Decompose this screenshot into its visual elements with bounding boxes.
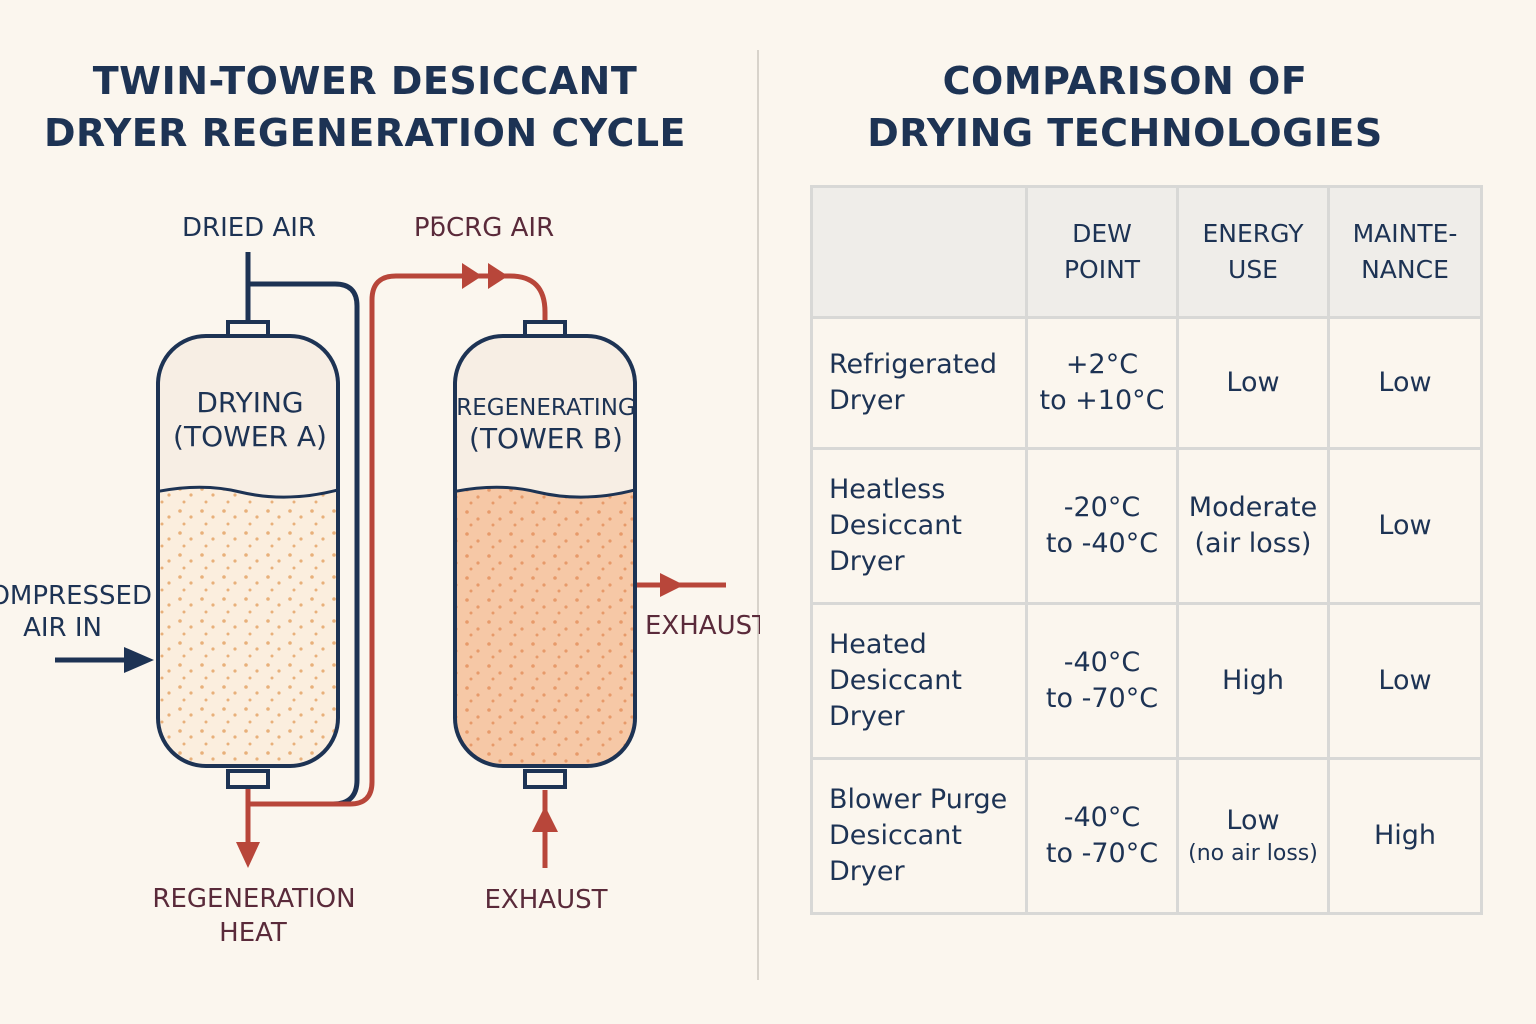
row-name: Heatless Desiccant Dryer — [810, 447, 1028, 605]
compressed-air-label-line2: AIR IN — [23, 613, 102, 643]
row-name: Refrigerated Dryer — [810, 316, 1028, 450]
tower-b-label-line2: (TOWER B) — [469, 422, 623, 455]
right-arrow-icon — [124, 647, 154, 673]
maintenance-cell: Low — [1327, 447, 1483, 605]
regeneration-heat-label-line1: REGENERATION — [152, 884, 355, 914]
down-arrow-icon — [236, 842, 260, 868]
energy-use-value: Low — [1226, 367, 1280, 398]
diagram-title-line2: DRYER REGENERATION CYCLE — [43, 111, 687, 155]
maintenance-cell: High — [1327, 757, 1483, 915]
header-energy-use-line2: USE — [1228, 255, 1278, 284]
header-maintenance: MAINTE- NANCE — [1327, 185, 1483, 319]
header-energy-use: ENERGY USE — [1176, 185, 1330, 319]
energy-use-cell: Moderate (air loss) — [1176, 447, 1330, 605]
energy-use-note: (no air loss) — [1188, 841, 1318, 866]
purge-air-pipe — [248, 263, 548, 807]
tower-a-label-line1: DRYING — [196, 386, 303, 419]
purge-air-label: PƃCRG AIR — [414, 213, 554, 243]
purge-arrow-icon — [462, 263, 482, 289]
exhaust-side-label: EXHAUST — [645, 611, 760, 641]
tower-a-label-line2: (TOWER A) — [173, 420, 327, 453]
row-name-line: Blower Purge — [829, 784, 1008, 815]
energy-use-value: Moderate — [1188, 492, 1318, 523]
row-name-line: Dryer — [829, 856, 905, 887]
exhaust-bottom-pipe — [532, 790, 558, 868]
row-name-line: Refrigerated — [829, 349, 997, 380]
dew-point-cell: +2°C to +10°C — [1025, 316, 1179, 450]
row-name: Heated Desiccant Dryer — [810, 602, 1028, 760]
right-arrow-icon — [660, 573, 684, 597]
dew-point-line: to -40°C — [1045, 528, 1159, 559]
row-name-line: Desiccant — [829, 665, 962, 696]
up-arrow-icon — [532, 806, 558, 832]
row-name-line: Dryer — [829, 385, 905, 416]
dew-point-cell: -40°C to -70°C — [1025, 602, 1179, 760]
maintenance-value: Low — [1378, 665, 1432, 696]
purge-arrow-icon — [488, 263, 508, 289]
header-dew-point: DEW POINT — [1025, 185, 1179, 319]
regeneration-heat-label-line2: HEAT — [219, 918, 287, 948]
tower-a: DRYING (TOWER A) — [156, 320, 340, 789]
dew-point-line: to -70°C — [1045, 683, 1159, 714]
maintenance-value: Low — [1378, 367, 1432, 398]
dew-point-line: to +10°C — [1039, 385, 1165, 416]
regeneration-heat-pipe — [236, 786, 260, 868]
table-row: Blower Purge Desiccant Dryer -40°C to -7… — [810, 757, 1483, 915]
exhaust-side-pipe — [636, 573, 726, 597]
dew-point-cell: -20°C to -40°C — [1025, 447, 1179, 605]
tower-b: REGENERATING (TOWER B) — [453, 320, 637, 789]
exhaust-bottom-label: EXHAUST — [485, 885, 608, 915]
dew-point-line: +2°C — [1065, 349, 1139, 380]
diagram-title: TWIN-TOWER DESICCANT DRYER REGENERATION … — [40, 55, 690, 159]
energy-use-cell: Low — [1176, 316, 1330, 450]
maintenance-cell: Low — [1327, 316, 1483, 450]
table-row: Heated Desiccant Dryer -40°C to -70°C Hi… — [810, 602, 1483, 760]
row-name-line: Desiccant — [829, 820, 962, 851]
comparison-title-line2: DRYING TECHNOLOGIES — [867, 111, 1383, 155]
energy-use-value: Low — [1226, 805, 1280, 836]
dried-air-label: DRIED AIR — [182, 213, 316, 243]
comparison-title: COMPARISON OF DRYING TECHNOLOGIES — [810, 55, 1440, 159]
compressed-air-label-line1: OMPRESSED — [0, 581, 152, 611]
table-row: Heatless Desiccant Dryer -20°C to -40°C … — [810, 447, 1483, 605]
header-dew-point-line1: DEW — [1072, 219, 1132, 248]
energy-use-cell: High — [1176, 602, 1330, 760]
comparison-title-line1: COMPARISON OF — [942, 59, 1308, 103]
maintenance-value: Low — [1378, 510, 1432, 541]
energy-use-value: High — [1221, 665, 1285, 696]
header-maintenance-line2: NANCE — [1361, 255, 1449, 284]
header-empty — [810, 185, 1028, 319]
comparison-table: DEW POINT ENERGY USE MAINTE- NANCE Refri… — [810, 185, 1483, 915]
table-row: Refrigerated Dryer +2°C to +10°C Low Low — [810, 316, 1483, 450]
dew-point-line: -20°C — [1063, 492, 1141, 523]
dew-point-line: -40°C — [1063, 647, 1141, 678]
compressed-air-inlet — [55, 647, 154, 673]
maintenance-cell: Low — [1327, 602, 1483, 760]
row-name-line: Desiccant — [829, 510, 962, 541]
row-name-line: Heated — [829, 629, 927, 660]
row-name: Blower Purge Desiccant Dryer — [810, 757, 1028, 915]
tower-b-label-line1: REGENERATING — [456, 395, 635, 421]
row-name-line: Dryer — [829, 546, 905, 577]
row-name-line: Heatless — [829, 474, 946, 505]
header-energy-use-line1: ENERGY — [1202, 219, 1304, 248]
energy-use-cell: Low (no air loss) — [1176, 757, 1330, 915]
diagram-title-line1: TWIN-TOWER DESICCANT — [92, 59, 638, 103]
maintenance-value: High — [1373, 820, 1437, 851]
dew-point-line: to -70°C — [1045, 838, 1159, 869]
dew-point-cell: -40°C to -70°C — [1025, 757, 1179, 915]
energy-use-note: (air loss) — [1194, 528, 1312, 559]
panel-divider — [757, 50, 759, 980]
table-header-row: DEW POINT ENERGY USE MAINTE- NANCE — [810, 185, 1483, 319]
row-name-line: Dryer — [829, 701, 905, 732]
header-dew-point-line2: POINT — [1063, 255, 1141, 284]
dew-point-line: -40°C — [1063, 802, 1141, 833]
header-maintenance-line1: MAINTE- — [1352, 219, 1458, 248]
dryer-diagram: DRYING (TOWER A) REGENERATING (TOWER B) … — [0, 213, 760, 948]
